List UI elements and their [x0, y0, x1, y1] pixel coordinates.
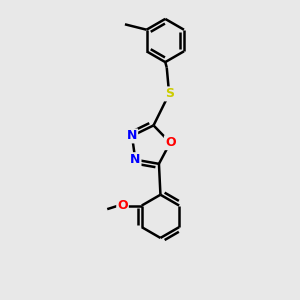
Text: N: N [127, 129, 137, 142]
Text: S: S [165, 87, 174, 101]
Text: O: O [165, 136, 175, 149]
Text: O: O [117, 199, 128, 212]
Text: N: N [130, 153, 140, 166]
